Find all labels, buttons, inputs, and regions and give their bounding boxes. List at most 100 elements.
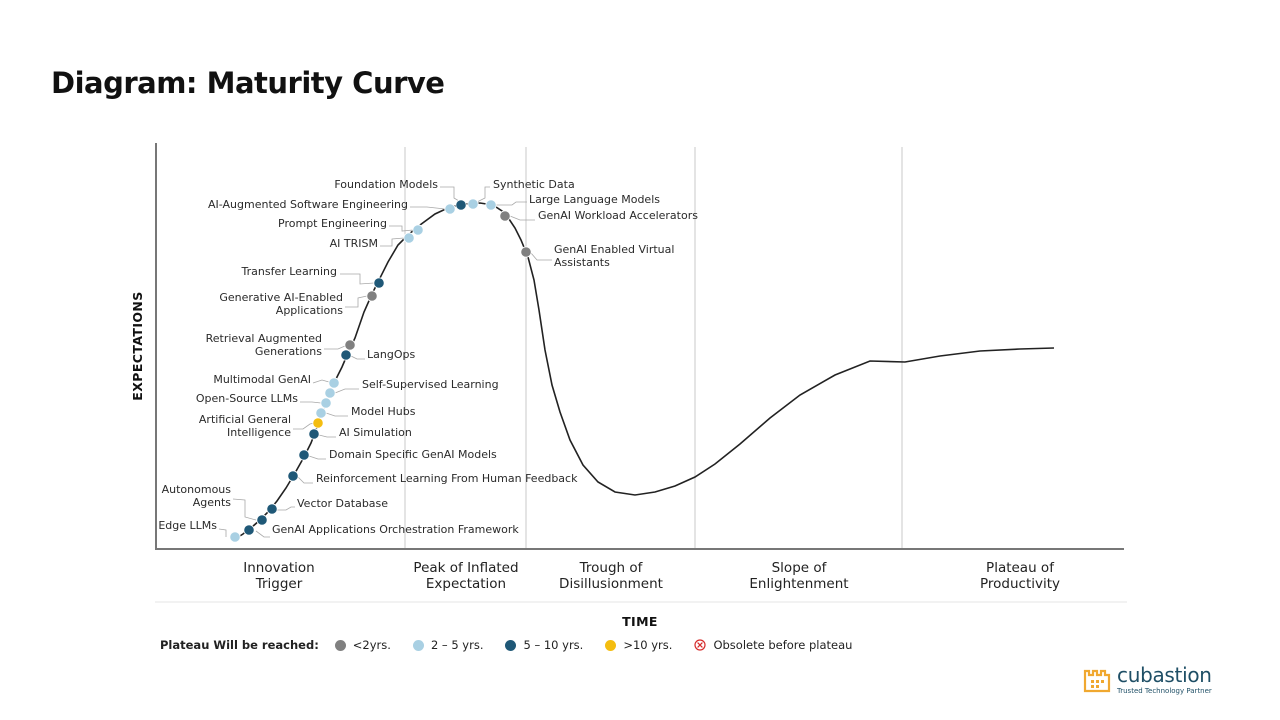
logo-name: cubastion [1117,663,1212,687]
legend-label-y5_10: 5 – 10 yrs. [523,638,584,652]
phase-label-1-line1: Innovation [243,560,314,576]
y-axis-title: EXPECTATIONS [130,291,145,400]
tech-dot-retrieval-augmented-generations[interactable] [344,339,356,351]
tech-dot-vector-database[interactable] [266,503,278,515]
tech-label-domain-specific-genai-models: Domain Specific GenAI Models [329,448,497,461]
leader-line-self-supervised-learning [334,388,359,394]
x-axis-title: TIME [622,614,658,629]
legend-dot-gt10 [605,639,617,651]
leader-line-retrieval-augmented-generations [324,345,346,350]
leader-line-transfer-learning [340,273,375,285]
tech-dot-reinforcement-learning-from-human-feedback[interactable] [287,470,299,482]
tech-dot-genai-workload-accelerators[interactable] [499,210,511,222]
tech-dot-open-source-llms[interactable] [320,397,332,409]
tech-label-multimodal-genai: Multimodal GenAI [213,373,311,386]
phase-label-3-line2: Disillusionment [559,576,663,592]
tech-dot-foundation-models[interactable] [455,199,467,211]
tech-label-genai-workload-accelerators: GenAI Workload Accelerators [538,209,698,222]
tech-dot-genai-applications-orchestration-framework[interactable] [243,524,255,536]
tech-label-generative-ai-enabled-applications-line1: Generative AI-Enabled [219,291,343,304]
tech-label-genai-enabled-virtual-assistants-line1: GenAI Enabled Virtual [554,243,674,256]
leader-line-model-hubs [325,412,348,417]
leader-line-autonomous-agents [232,498,257,521]
leader-line-ai-trism [380,237,405,247]
tech-dot-model-hubs[interactable] [315,407,327,419]
phase-label-2-line2: Expectation [426,576,506,592]
legend-label-obsolete: Obsolete before plateau [713,638,853,652]
tech-label-open-source-llms: Open-Source LLMs [196,392,298,405]
leader-line-open-source-llms [300,401,322,404]
leader-line-vector-database [277,506,295,511]
legend-dot-lt2 [334,639,346,651]
tech-dot-multimodal-genai[interactable] [328,377,340,389]
tech-dot-langops[interactable] [340,349,352,361]
tech-label-ai-augmented-software-engineering: AI-Augmented Software Engineering [208,198,408,211]
leader-line-domain-specific-genai-models [308,455,326,460]
tech-dot-ai-simulation[interactable] [308,428,320,440]
page-title: Diagram: Maturity Curve [51,66,445,100]
tech-label-foundation-models: Foundation Models [334,178,438,191]
tech-dot-large-language-models[interactable] [485,199,497,211]
logo-tagline: Trusted Technology Partner [1117,687,1212,695]
tech-label-transfer-learning: Transfer Learning [241,265,337,278]
tech-dot-self-supervised-learning[interactable] [324,387,336,399]
leader-line-prompt-engineering [389,225,414,232]
phase-label-5-line2: Productivity [980,576,1060,592]
legend-label-lt2: <2yrs. [352,638,391,652]
tech-dot-artificial-general-intelligence[interactable] [312,417,324,429]
legend-dot-y5_10 [505,639,517,651]
tech-dot-synthetic-data[interactable] [467,198,479,210]
legend-dot-y2_5 [412,639,424,651]
tech-dot-edge-llms[interactable] [229,531,241,543]
legend-label-gt10: >10 yrs. [623,638,673,652]
tech-label-autonomous-agents-line2: Agents [193,496,232,509]
leader-line-foundation-models [440,186,460,202]
tech-dot-prompt-engineering[interactable] [412,224,424,236]
tech-label-retrieval-augmented-generations-line2: Generations [255,345,322,358]
tech-dot-ai-trism[interactable] [403,232,415,244]
tech-label-genai-enabled-virtual-assistants-line2: Assistants [554,256,610,269]
legend-item-gt10: >10 yrs. [605,638,672,652]
tech-dot-genai-enabled-virtual-assistants[interactable] [520,246,532,258]
phase-label-1-line2: Trigger [255,576,303,592]
tech-label-artificial-general-intelligence-line2: Intelligence [227,426,291,439]
leader-line-ai-augmented-software-engineering [410,206,446,210]
tech-label-ai-simulation: AI Simulation [339,426,412,439]
phase-label-3-line1: Trough of [579,560,644,576]
tech-label-model-hubs: Model Hubs [351,405,416,418]
tech-label-langops: LangOps [367,348,415,361]
tech-label-self-supervised-learning: Self-Supervised Learning [362,378,499,391]
tech-label-vector-database: Vector Database [297,497,388,510]
phase-label-2-line1: Peak of Inflated [413,560,518,576]
tech-label-ai-trism: AI TRISM [330,237,378,250]
phase-label-5-line1: Plateau of [986,560,1055,576]
leader-line-artificial-general-intelligence [293,422,315,430]
phase-label-4-line2: Enlightenment [749,576,848,592]
tech-dot-generative-ai-enabled-applications[interactable] [366,290,378,302]
tech-label-retrieval-augmented-generations-line1: Retrieval Augmented [206,332,322,345]
tech-label-genai-applications-orchestration-framework: GenAI Applications Orchestration Framewo… [272,523,519,536]
leader-line-synthetic-data [476,186,490,203]
leader-line-genai-applications-orchestration-framework [255,530,270,538]
leader-line-multimodal-genai [312,379,330,384]
obsolete-x-icon [694,639,707,651]
tech-label-edge-llms: Edge LLMs [158,519,217,532]
tech-dot-transfer-learning[interactable] [373,277,385,289]
tech-label-prompt-engineering: Prompt Engineering [278,217,387,230]
legend-item-obsolete: Obsolete before plateau [694,638,852,652]
legend-item-y2_5: 2 – 5 yrs. [412,638,483,652]
castle-logo-icon [1083,669,1111,693]
legend-item-lt2: <2yrs. [334,638,391,652]
leader-line-generative-ai-enabled-applications [345,295,368,308]
tech-label-artificial-general-intelligence-line1: Artificial General [199,413,291,426]
legend-item-y5_10: 5 – 10 yrs. [505,638,583,652]
leader-line-langops [350,355,365,360]
tech-dot-ai-augmented-software-engineering[interactable] [444,203,456,215]
tech-label-synthetic-data: Synthetic Data [493,178,575,191]
tech-dot-domain-specific-genai-models[interactable] [298,449,310,461]
leader-line-genai-workload-accelerators [509,215,535,221]
tech-dot-autonomous-agents[interactable] [256,514,268,526]
leader-line-ai-simulation [318,434,336,438]
tech-label-autonomous-agents-line1: Autonomous [162,483,232,496]
tech-label-reinforcement-learning-from-human-feedback: Reinforcement Learning From Human Feedba… [316,472,578,485]
